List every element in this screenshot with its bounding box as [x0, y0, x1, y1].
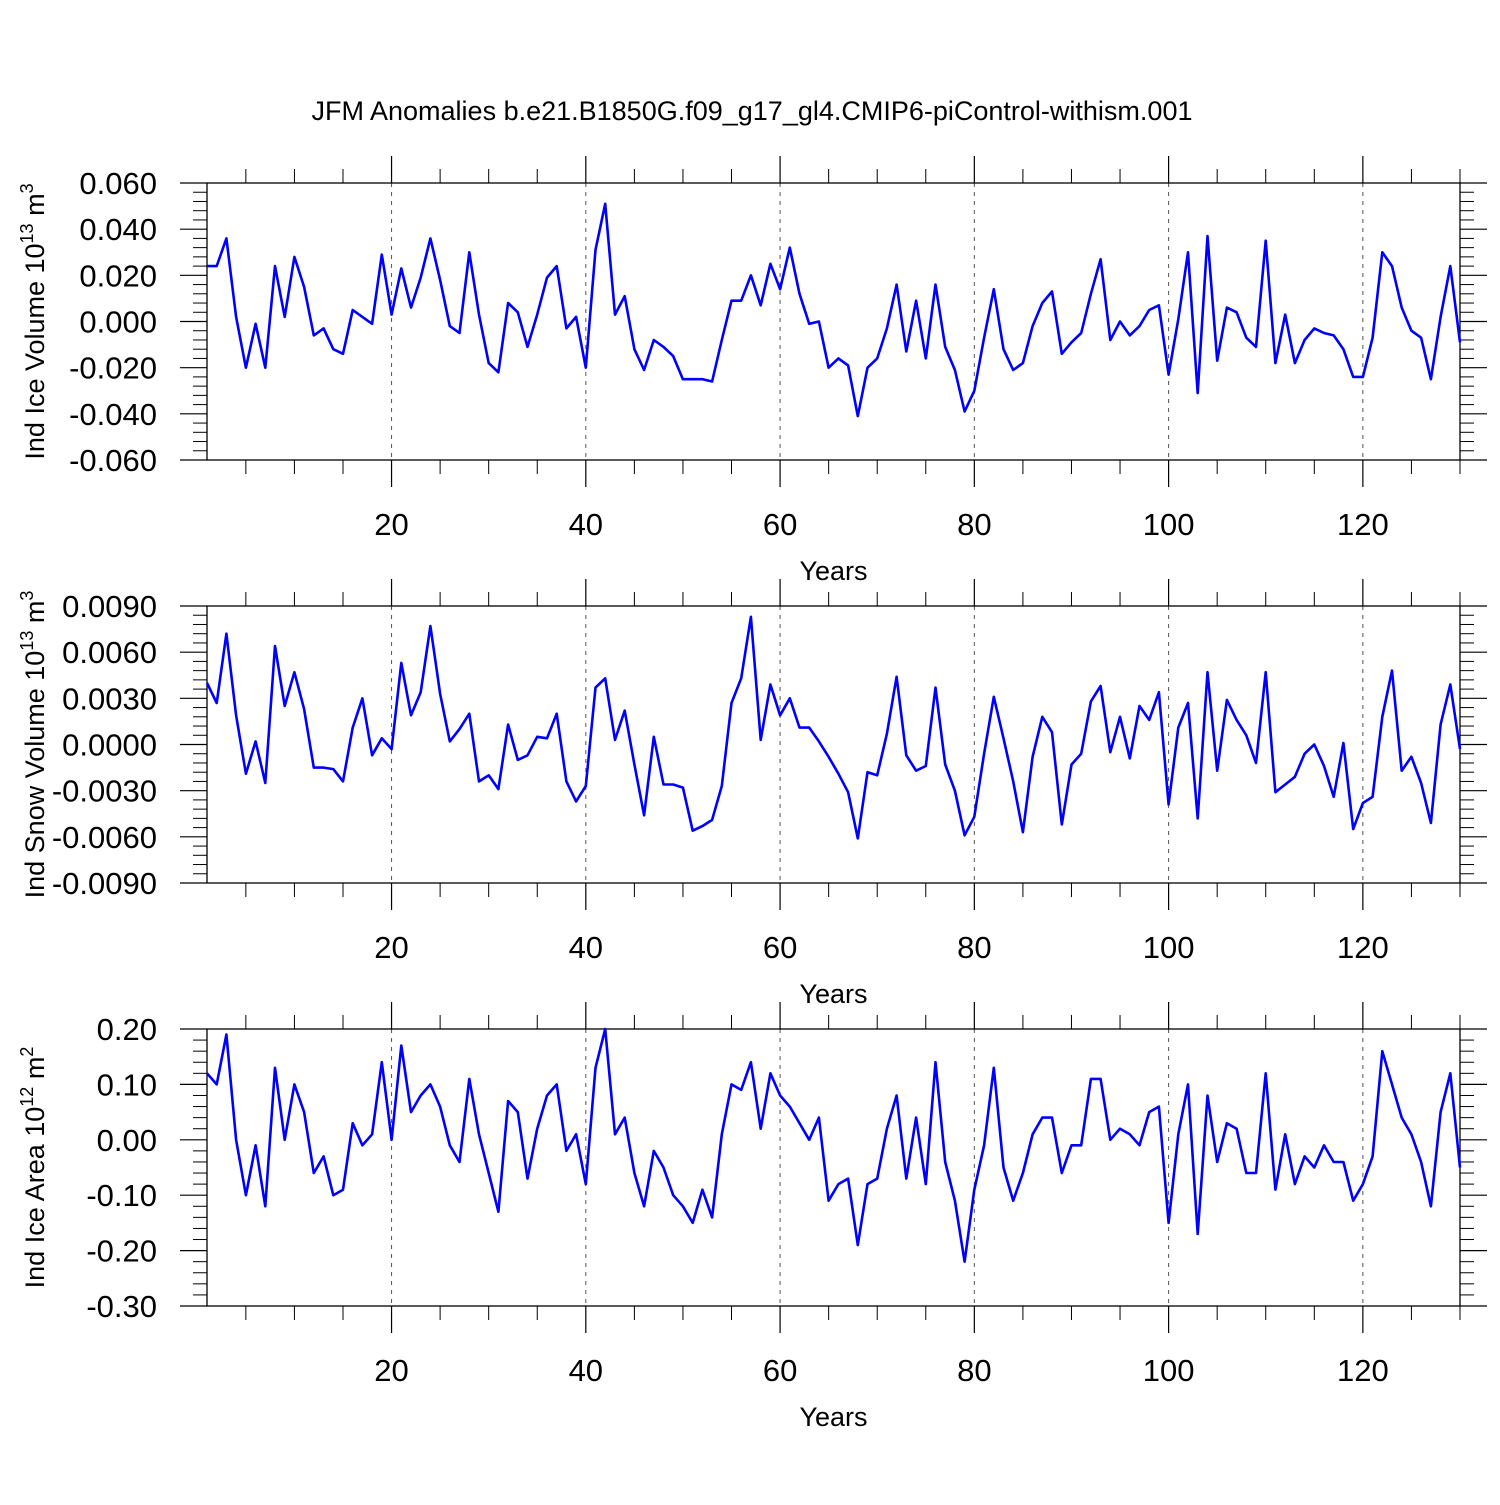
ice-volume-xtick-label: 40: [569, 507, 603, 542]
ice-area-xtick-label: 20: [374, 1353, 408, 1388]
ice-volume-xtick-label: 80: [957, 507, 991, 542]
ice-volume-ytick-label: -0.060: [69, 443, 157, 478]
ice-volume-xtick-label: 20: [374, 507, 408, 542]
snow-volume-ytick-label: -0.0060: [52, 820, 157, 855]
snow-volume-ytick-label: -0.0090: [52, 866, 157, 901]
snow-volume-ytick-label: -0.0030: [52, 774, 157, 809]
ice-volume-ytick-label: 0.000: [79, 305, 157, 340]
ice-area-series-line: [206, 1027, 1462, 1263]
snow-volume-xtick-label: 120: [1337, 930, 1389, 965]
snow-volume-xtick-label: 20: [374, 930, 408, 965]
ice-area-xtick-label: 40: [569, 1353, 603, 1388]
ice-area-ytick-label: -0.10: [86, 1178, 157, 1213]
ice-area-ytick-label: -0.30: [86, 1289, 157, 1324]
ice-area-panel: -0.30 -0.20 -0.10 0.00 0.10 0.20 20 40 60 80 100 12…: [17, 1002, 1487, 1432]
snow-volume-panel: -0.0090 -0.0060 -0.0030 0.0000 0.0030 0.0060 0…: [17, 579, 1487, 1009]
ice-volume-xtick-label: 100: [1143, 507, 1195, 542]
ice-volume-xtick-label: 60: [763, 507, 797, 542]
snow-volume-xtick-label: 60: [763, 930, 797, 965]
snow-volume-ytick-label: 0.0060: [62, 635, 157, 670]
ice-volume-ytick-label: 0.040: [79, 212, 157, 247]
snow-volume-xtick-label: 40: [569, 930, 603, 965]
ice-area-xtick-label: 80: [957, 1353, 991, 1388]
ice-area-ytick-label: -0.20: [86, 1234, 157, 1269]
ice-area-xtick-label: 100: [1143, 1353, 1195, 1388]
snow-volume-series-line: [205, 615, 1462, 840]
snow-volume-ytick-label: 0.0030: [62, 681, 157, 716]
snow-volume-ytick-label: 0.0090: [62, 589, 157, 624]
ice-area-plot-frame: [206, 1028, 1461, 1307]
ice-area-ytick-label: 0.00: [97, 1123, 157, 1158]
ice-area-ylabel: Ind Ice Area 1012 m2: [17, 1047, 50, 1289]
ice-volume-ytick-label: 0.020: [79, 258, 157, 293]
snow-volume-xtick-label: 100: [1143, 930, 1195, 965]
ice-volume-ytick-label: 0.060: [79, 166, 157, 201]
ice-area-xlabel: Years: [799, 1402, 867, 1432]
ice-volume-series-line: [207, 202, 1462, 418]
ice-area-xtick-label: 120: [1337, 1353, 1389, 1388]
ice-area-xtick-label: 60: [763, 1353, 797, 1388]
ice-area-ytick-label: 0.20: [97, 1012, 157, 1047]
ice-volume-ytick-label: -0.020: [69, 351, 157, 386]
ice-volume-ytick-label: -0.040: [69, 397, 157, 432]
snow-volume-xlabel: Years: [799, 979, 867, 1009]
ice-volume-ylabel: Ind Ice Volume 1013 m3: [17, 183, 50, 459]
figure-title: JFM Anomalies b.e21.B1850G.f09_g17_gl4.C…: [312, 96, 1193, 126]
snow-volume-ylabel: Ind Snow Volume 1013 m3: [17, 591, 50, 899]
snow-volume-xtick-label: 80: [957, 930, 991, 965]
ice-volume-xtick-label: 120: [1337, 507, 1389, 542]
ice-volume-panel: -0.060 -0.040 -0.020 0.000 0.020 0.040 0.060 20…: [17, 156, 1487, 586]
ice-area-ytick-label: 0.10: [97, 1067, 157, 1102]
ice-volume-xlabel: Years: [799, 556, 867, 586]
snow-volume-ytick-label: 0.0000: [62, 728, 157, 763]
